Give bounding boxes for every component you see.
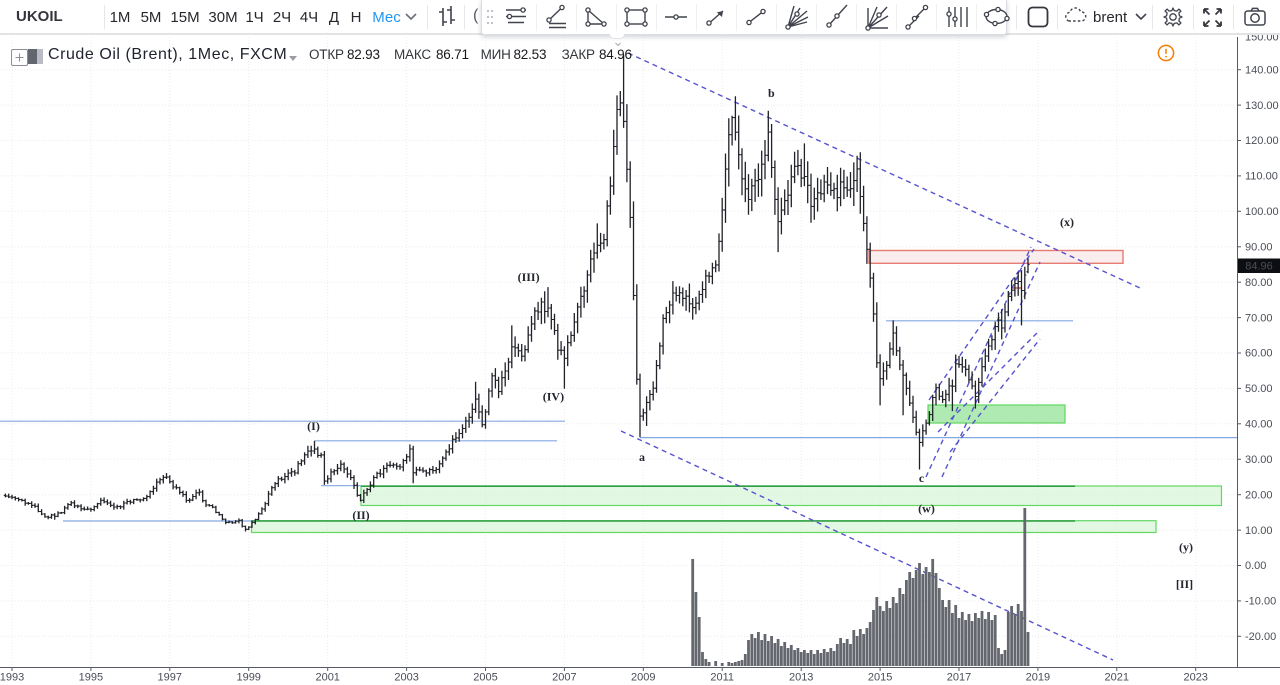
svg-text:90.00: 90.00 [1245, 242, 1273, 254]
svg-text:2021: 2021 [1105, 672, 1129, 684]
svg-text:(III): (III) [518, 270, 540, 284]
svg-text:0.00: 0.00 [1245, 560, 1266, 572]
svg-text:a: a [639, 450, 645, 464]
svg-text:2011: 2011 [710, 672, 734, 684]
svg-text:20.00: 20.00 [1245, 489, 1273, 501]
svg-text:[II]: [II] [1176, 577, 1193, 591]
svg-text:120.00: 120.00 [1245, 135, 1279, 147]
svg-text:50.00: 50.00 [1245, 383, 1273, 395]
svg-text:80.00: 80.00 [1245, 277, 1273, 289]
svg-text:-20.00: -20.00 [1245, 631, 1276, 643]
svg-text:-10.00: -10.00 [1245, 596, 1276, 608]
svg-text:2001: 2001 [315, 672, 339, 684]
svg-text:2003: 2003 [394, 672, 418, 684]
svg-text:b: b [768, 86, 775, 100]
svg-text:2023: 2023 [1183, 672, 1207, 684]
svg-text:(II): (II) [352, 508, 369, 522]
svg-text:2009: 2009 [631, 672, 655, 684]
svg-text:10.00: 10.00 [1245, 525, 1273, 537]
svg-text:140.00: 140.00 [1245, 64, 1279, 76]
svg-text:2005: 2005 [473, 672, 497, 684]
svg-text:c: c [919, 471, 925, 485]
svg-text:1999: 1999 [236, 672, 260, 684]
svg-text:60.00: 60.00 [1245, 348, 1273, 360]
svg-text:84.96: 84.96 [1245, 261, 1273, 273]
svg-text:30.00: 30.00 [1245, 454, 1273, 466]
svg-text:130.00: 130.00 [1245, 100, 1279, 112]
svg-text:(y): (y) [1179, 540, 1193, 554]
svg-text:2013: 2013 [789, 672, 813, 684]
svg-text:(x): (x) [1060, 215, 1074, 229]
svg-text:1995: 1995 [79, 672, 103, 684]
svg-text:(IV): (IV) [543, 390, 564, 404]
svg-text:2015: 2015 [868, 672, 892, 684]
svg-text:1993: 1993 [0, 672, 24, 684]
svg-text:70.00: 70.00 [1245, 312, 1273, 324]
svg-text:(I): (I) [307, 419, 320, 433]
svg-text:2007: 2007 [552, 672, 576, 684]
svg-text:2017: 2017 [947, 672, 971, 684]
svg-text:2019: 2019 [1026, 672, 1050, 684]
svg-text:(w): (w) [918, 502, 935, 516]
svg-text:1997: 1997 [158, 672, 182, 684]
svg-text:40.00: 40.00 [1245, 419, 1273, 431]
svg-text:110.00: 110.00 [1245, 171, 1278, 183]
svg-text:100.00: 100.00 [1245, 206, 1279, 218]
